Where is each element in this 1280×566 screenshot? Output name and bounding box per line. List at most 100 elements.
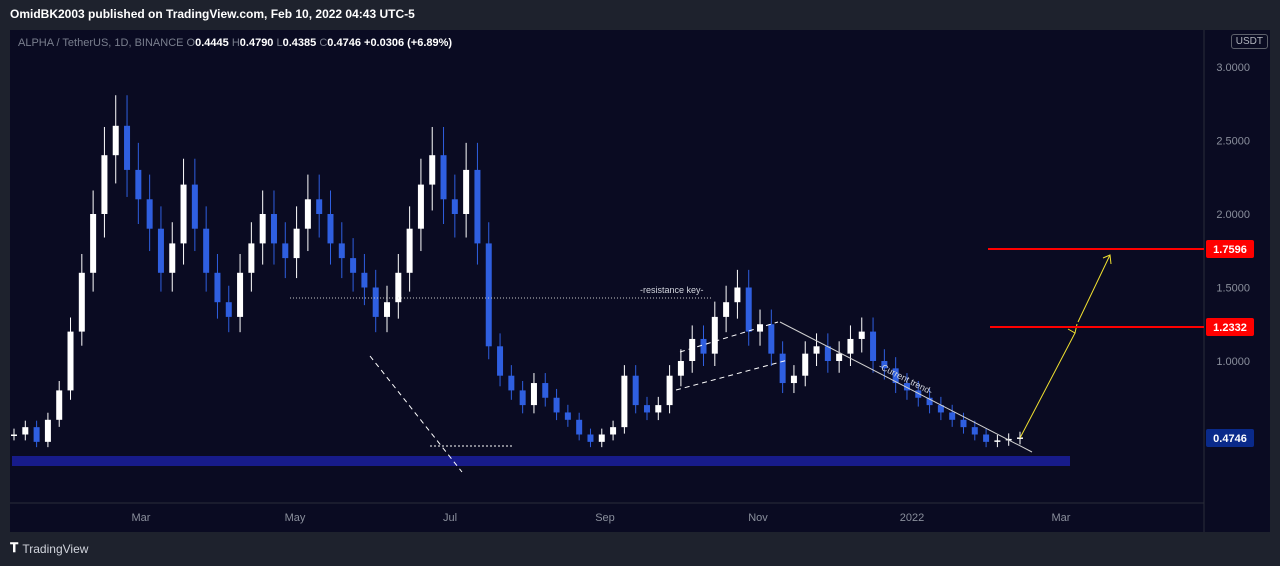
candle-body	[621, 375, 628, 428]
high-value: 0.4790	[239, 37, 274, 49]
candle-body	[994, 440, 1001, 442]
candle-body	[44, 419, 51, 442]
candle-body	[983, 434, 990, 442]
candle-body	[463, 169, 470, 214]
candle-body	[847, 338, 854, 354]
candle-body	[474, 169, 481, 244]
candle-body	[892, 368, 899, 384]
candle-body	[903, 383, 910, 391]
candle-body	[33, 427, 40, 442]
support-zone	[12, 456, 1070, 466]
candle-body	[745, 287, 752, 332]
x-tick-label: Nov	[748, 512, 768, 524]
candle-body	[677, 361, 684, 376]
candle-body	[587, 434, 594, 442]
projection-arrowhead-2	[1102, 254, 1112, 265]
target-level-label: 1.2332	[1213, 322, 1247, 334]
current-trend-label: -Current trend-	[877, 361, 934, 397]
candle-body	[11, 434, 17, 436]
current-trend-line	[779, 321, 1033, 453]
candle-body	[813, 346, 820, 354]
low-label: L	[276, 37, 283, 49]
candle-body	[519, 390, 526, 406]
x-tick-label: May	[285, 512, 306, 524]
open-label: O	[186, 37, 196, 49]
candle-body	[135, 169, 142, 200]
candle-body	[870, 331, 877, 361]
tradingview-logo-icon: 𝐓	[10, 541, 19, 556]
x-tick-label: 2022	[900, 512, 924, 524]
last-price-tag	[1206, 429, 1254, 447]
candle-body	[270, 214, 277, 244]
publisher-header: OmidBK2003 published on TradingView.com,…	[10, 7, 415, 21]
candle-body	[960, 419, 967, 428]
candle-body	[734, 287, 741, 303]
candle-body	[112, 125, 119, 156]
projection-arrow-2	[1077, 254, 1111, 323]
candle-body	[485, 243, 492, 347]
low-value: 0.4385	[282, 37, 317, 49]
candle-body	[225, 302, 232, 317]
candle-body	[689, 338, 696, 361]
candle-body	[406, 228, 413, 273]
candle-body	[338, 243, 345, 259]
footer-brand: TradingView	[22, 541, 89, 556]
candle-body	[723, 302, 730, 317]
candle-body	[643, 405, 650, 413]
candle-body	[598, 434, 605, 442]
tradingview-footer: 𝐓 TradingView	[10, 541, 88, 556]
candle-body	[666, 375, 673, 406]
candle-body	[881, 361, 888, 369]
candle-body	[790, 375, 797, 384]
candle-body	[451, 199, 458, 214]
candle-body	[926, 397, 933, 406]
candle-body	[124, 125, 131, 170]
candle-body	[553, 397, 560, 413]
change-value: +0.0306 (+6.89%)	[364, 37, 453, 49]
candle-body	[497, 346, 504, 376]
candle-body	[700, 338, 707, 354]
candle-body	[350, 258, 357, 273]
last-price-label: 0.4746	[1213, 433, 1247, 445]
candle-body	[293, 228, 300, 259]
candle-body	[327, 214, 334, 244]
candle-body	[282, 243, 289, 259]
currency-button[interactable]: USDT	[1230, 34, 1268, 49]
candle-body	[203, 228, 210, 273]
candle-body	[214, 272, 221, 303]
y-tick-label: 1.5000	[1216, 283, 1250, 295]
channel-bottom-line	[675, 359, 789, 391]
candle-body	[259, 214, 266, 244]
candle-body	[157, 228, 164, 273]
resistance-key-label: -resistance key-	[640, 285, 704, 295]
candle-body	[417, 184, 424, 229]
channel-top-line	[679, 321, 779, 353]
candle-body	[971, 427, 978, 435]
y-tick-label: 2.0000	[1216, 209, 1250, 221]
candle-body	[915, 390, 922, 398]
candle-body	[530, 383, 537, 406]
candle-body	[169, 243, 176, 273]
candle-body	[146, 199, 153, 229]
y-tick-label: 3.0000	[1216, 62, 1250, 74]
high-label: H	[231, 37, 240, 49]
target-level-tag	[1206, 318, 1254, 336]
candle-body	[779, 353, 786, 384]
candle-body	[22, 427, 29, 435]
close-value: 0.4746	[327, 37, 361, 49]
candle-body	[610, 427, 617, 435]
candle-body	[1017, 437, 1023, 439]
open-value: 0.4445	[195, 37, 229, 49]
x-tick-label: Jul	[443, 512, 457, 524]
candle-body	[836, 353, 843, 361]
candle-body	[191, 184, 198, 229]
x-tick-label: Sep	[595, 512, 615, 524]
ohlc-legend: ALPHA / TetherUS, 1D, BINANCE O0.4445 H0…	[18, 37, 452, 49]
candle-body	[372, 287, 379, 317]
candle-body	[101, 155, 108, 214]
candle-body	[180, 184, 187, 244]
target-level-tag	[1206, 240, 1254, 258]
candle-body	[655, 405, 662, 413]
candle-body	[711, 316, 718, 354]
